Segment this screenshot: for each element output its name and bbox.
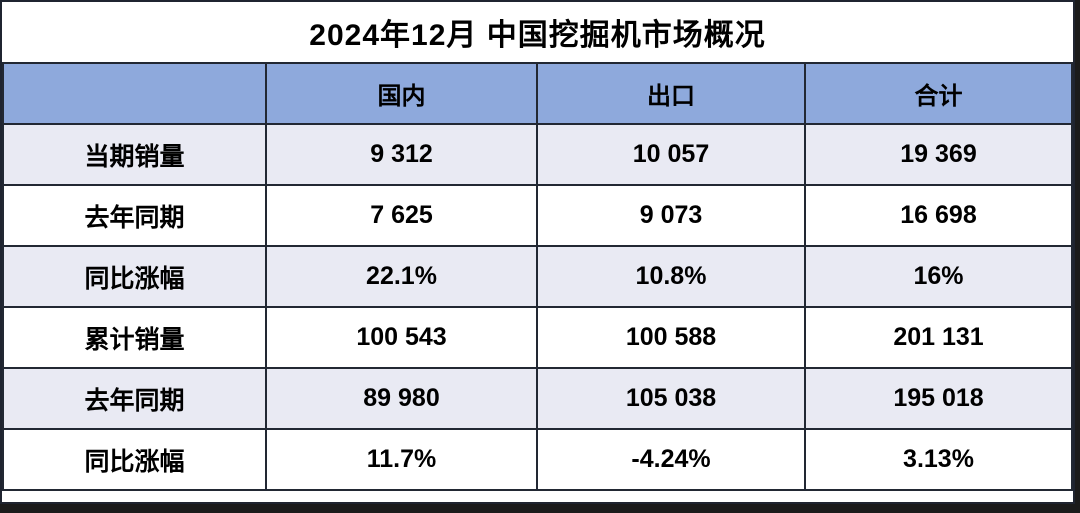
table-cell: 195 018 bbox=[804, 367, 1073, 430]
table-cell: 7 625 bbox=[265, 184, 538, 247]
table-cell: 100 543 bbox=[265, 306, 538, 369]
table-row: 同比涨幅 11.7% -4.24% 3.13% bbox=[2, 428, 1073, 491]
table-row: 同比涨幅 22.1% 10.8% 16% bbox=[2, 245, 1073, 308]
table-title: 2024年12月 中国挖掘机市场概况 bbox=[2, 2, 1073, 62]
row-label: 同比涨幅 bbox=[2, 428, 267, 491]
column-header-export: 出口 bbox=[536, 62, 806, 125]
row-label: 去年同期 bbox=[2, 367, 267, 430]
table-cell: 9 312 bbox=[265, 123, 538, 186]
table-cell: 10.8% bbox=[536, 245, 806, 308]
table-row: 当期销量 9 312 10 057 19 369 bbox=[2, 123, 1073, 186]
table-cell: -4.24% bbox=[536, 428, 806, 491]
table-cell: 22.1% bbox=[265, 245, 538, 308]
table-cell: 201 131 bbox=[804, 306, 1073, 369]
table-cell: 105 038 bbox=[536, 367, 806, 430]
market-overview-table-card: 2024年12月 中国挖掘机市场概况 国内 出口 合计 当期销量 9 312 1… bbox=[0, 0, 1075, 504]
row-label: 累计销量 bbox=[2, 306, 267, 369]
row-label: 去年同期 bbox=[2, 184, 267, 247]
column-header-empty bbox=[2, 62, 267, 125]
table-cell: 9 073 bbox=[536, 184, 806, 247]
table-cell: 100 588 bbox=[536, 306, 806, 369]
market-table: 国内 出口 合计 当期销量 9 312 10 057 19 369 去年同期 7… bbox=[2, 62, 1073, 491]
row-label: 同比涨幅 bbox=[2, 245, 267, 308]
table-cell: 11.7% bbox=[265, 428, 538, 491]
table-cell: 10 057 bbox=[536, 123, 806, 186]
table-cell: 16% bbox=[804, 245, 1073, 308]
table-cell: 19 369 bbox=[804, 123, 1073, 186]
table-cell: 16 698 bbox=[804, 184, 1073, 247]
table-cell: 3.13% bbox=[804, 428, 1073, 491]
header-row: 国内 出口 合计 bbox=[2, 62, 1073, 125]
column-header-domestic: 国内 bbox=[265, 62, 538, 125]
column-header-total: 合计 bbox=[804, 62, 1073, 125]
row-label: 当期销量 bbox=[2, 123, 267, 186]
table-row: 去年同期 7 625 9 073 16 698 bbox=[2, 184, 1073, 247]
table-row: 累计销量 100 543 100 588 201 131 bbox=[2, 306, 1073, 369]
table-cell: 89 980 bbox=[265, 367, 538, 430]
table-row: 去年同期 89 980 105 038 195 018 bbox=[2, 367, 1073, 430]
